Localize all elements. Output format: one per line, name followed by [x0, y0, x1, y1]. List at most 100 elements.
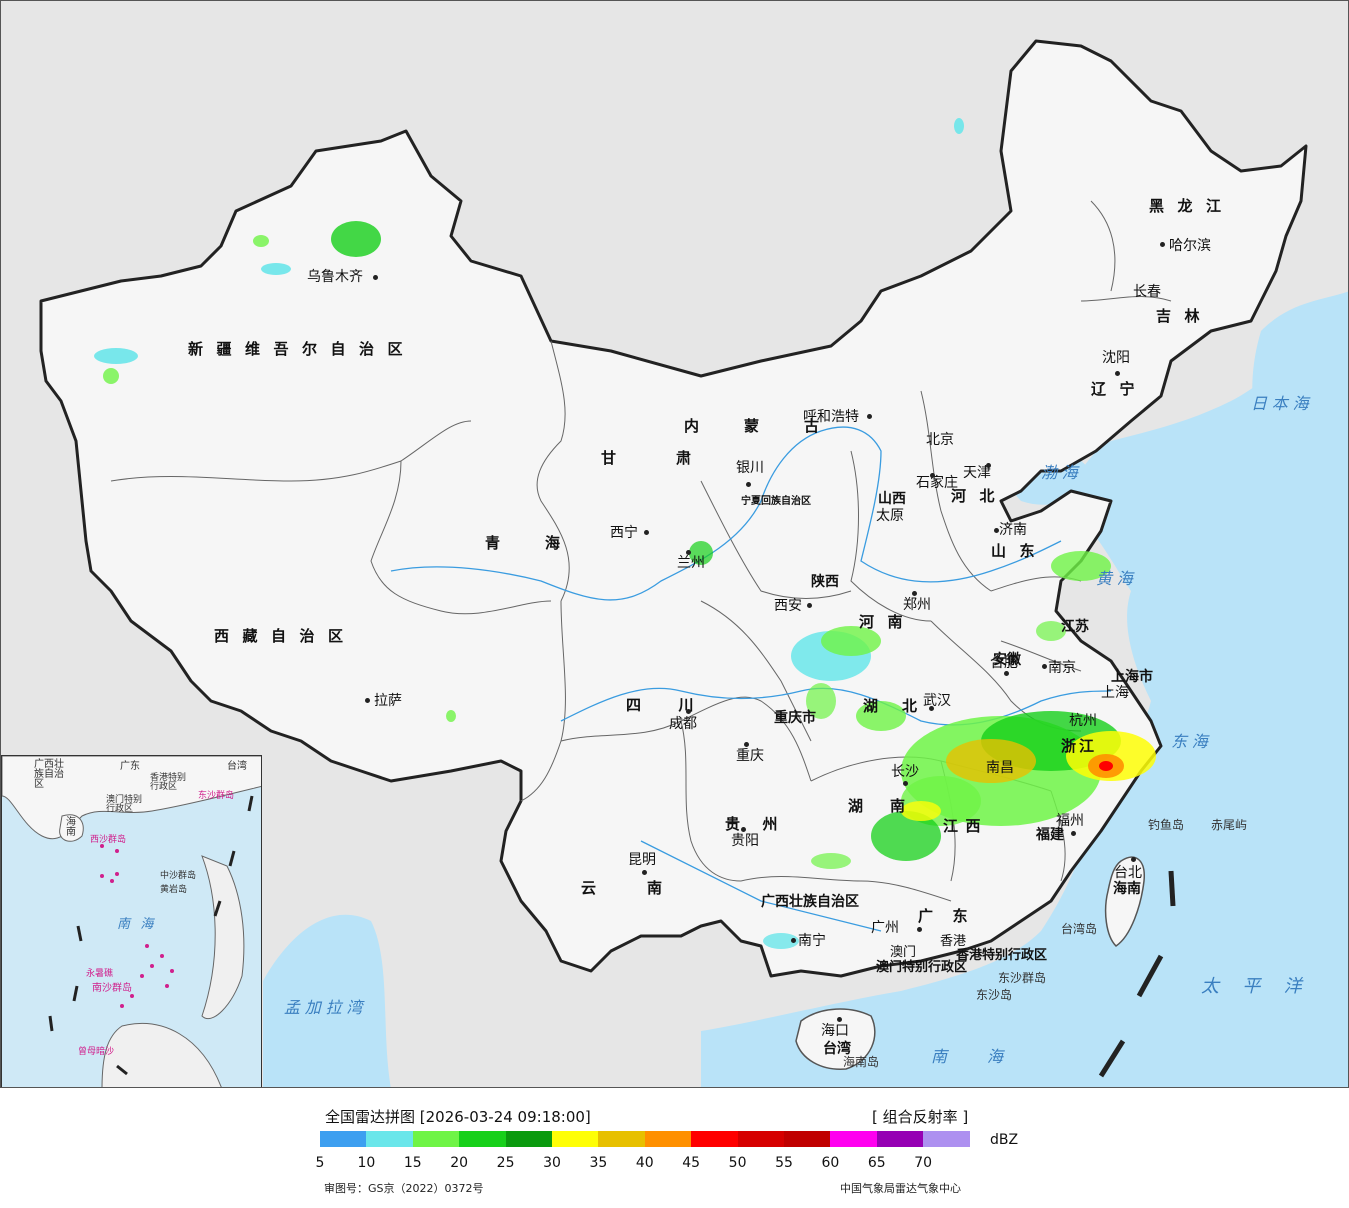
city-macau: 澳门	[890, 945, 917, 960]
province-gansu: 甘肃	[601, 449, 752, 467]
legend-tick: 50	[728, 1155, 747, 1171]
island-dongsha-group: 东沙群岛	[998, 971, 1047, 985]
city-dot	[1042, 664, 1047, 669]
sea-huanghai-label: 黄海	[1096, 569, 1138, 588]
province-shanxi: 山西	[878, 491, 906, 507]
city-hohhot: 呼和浩特	[803, 409, 859, 425]
city-dot	[912, 591, 917, 596]
inset-zhongsha: 中沙群岛	[160, 871, 197, 881]
province-hunan: 湖南	[848, 797, 933, 815]
taiwan-island	[1104, 856, 1145, 947]
city-yinchuan: 银川	[736, 460, 764, 476]
sea-japan	[1252, 291, 1348, 521]
legend-swatch	[320, 1131, 367, 1147]
legend-swatch	[691, 1131, 739, 1147]
island-taiwan: 台湾岛	[1061, 922, 1098, 936]
label-macau-sar: 澳门特别行政区	[876, 960, 968, 975]
island-chiwei: 赤尾屿	[1211, 818, 1248, 832]
legend-product: [ 组合反射率 ]	[872, 1108, 969, 1126]
inset-nine-dash	[48, 795, 254, 1076]
province-hainan: 台湾	[823, 1041, 851, 1057]
inset-nansha: 南沙群岛	[92, 983, 132, 994]
legend-unit: dBZ	[990, 1132, 1019, 1148]
city-xian: 西安	[774, 598, 802, 614]
province-guizhou: 贵州	[725, 815, 801, 833]
city-chengdu: 成都	[669, 716, 697, 732]
city-tianjin: 天津	[963, 465, 991, 481]
province-yunnan: 云南	[581, 879, 714, 897]
sea-nanhai-label: 南海	[931, 1047, 1044, 1066]
inset-xisha: 西沙群岛	[90, 835, 127, 845]
city-shijiazhuang: 石家庄	[916, 475, 958, 491]
legend-tick: 25	[496, 1155, 515, 1171]
city-wuhan: 武汉	[923, 693, 951, 709]
inset-philippines	[201, 855, 245, 1019]
inset-dongsha: 东沙群岛	[198, 791, 235, 801]
inset-nanhai: 南海	[117, 917, 164, 932]
city-dot	[807, 603, 812, 608]
province-guangdong: 广东	[918, 907, 988, 925]
city-urumqi: 乌鲁木齐	[307, 269, 363, 285]
province-zhejiang: 浙江	[1061, 737, 1098, 755]
city-guiyang: 贵阳	[731, 833, 759, 849]
sea-donghai-label: 东海	[1171, 732, 1213, 751]
legend-swatch	[923, 1131, 971, 1147]
inset-guangxi: 广西壮族自治区	[34, 759, 64, 790]
city-shanghai: 上海	[1101, 685, 1129, 701]
province-hebei: 河北	[951, 487, 1009, 505]
inset-zengmu: 曾母暗沙	[78, 1047, 115, 1057]
island-hainan: 海南岛	[843, 1055, 880, 1069]
city-dot	[373, 275, 378, 280]
legend-swatch	[598, 1131, 646, 1147]
inset-hainan	[59, 814, 84, 842]
legend-tick: 20	[450, 1155, 469, 1171]
city-dot	[1160, 242, 1165, 247]
inset-guangdong: 广东	[120, 761, 140, 772]
legend-tick: 5	[315, 1155, 325, 1171]
legend-panel: 全国雷达拼图 [2026-03-24 09:18:00] [ 组合反射率 ] d…	[0, 1088, 1349, 1208]
province-xizang: 西藏自治区	[214, 627, 357, 645]
label-hongkong-sar: 香港特别行政区	[956, 948, 1048, 963]
legend-swatch	[784, 1131, 831, 1147]
rivers	[390, 426, 1112, 932]
city-zhengzhou: 郑州	[903, 597, 931, 613]
city-haikou: 海口	[821, 1023, 849, 1039]
city-dot	[686, 550, 691, 555]
sea-mengjialawan-label: 孟加拉湾	[284, 998, 368, 1017]
legend-swatch	[830, 1131, 878, 1147]
province-jiangxi: 江西	[943, 817, 989, 835]
legend-swatch	[366, 1131, 414, 1147]
legend-tick: 10	[357, 1155, 376, 1171]
inset-taiwan: 台湾	[227, 761, 247, 772]
legend-swatch	[876, 1131, 924, 1147]
city-dot	[644, 530, 649, 535]
city-xining: 西宁	[610, 525, 638, 541]
city-lhasa: 拉萨	[374, 693, 402, 709]
province-fujian: 福建	[1036, 827, 1064, 843]
legend-tick: 60	[821, 1155, 840, 1171]
legend-tick: 45	[682, 1155, 701, 1171]
legend-tick: 35	[589, 1155, 608, 1171]
province-guangxi: 广西壮族自治区	[761, 894, 859, 910]
inset-hongkong: 香港特别行政区	[150, 773, 187, 792]
inset-canvas	[2, 756, 261, 1087]
city-nanchang: 南昌	[986, 760, 1014, 776]
province-heilongjiang: 黑龙江	[1149, 197, 1235, 215]
city-dot	[1004, 671, 1009, 676]
legend-swatch	[412, 1131, 460, 1147]
inset-borneo	[101, 1023, 222, 1087]
city-dot	[746, 482, 751, 487]
city-shenyang: 沈阳	[1102, 350, 1130, 366]
city-guangzhou: 广州	[871, 920, 899, 936]
inset-islands	[100, 844, 174, 1008]
island-diaoyu: 钓鱼岛	[1148, 818, 1185, 832]
legend-swatch	[644, 1131, 692, 1147]
legend-tick: 30	[543, 1155, 561, 1171]
city-dot	[1131, 857, 1136, 862]
province-ningxia: 宁夏回族自治区	[741, 496, 811, 507]
province-xinjiang: 新疆维吾尔自治区	[188, 340, 417, 358]
city-lanzhou: 兰州	[677, 555, 705, 571]
city-changchun: 长春	[1133, 284, 1161, 300]
province-taiwan: 海南	[1113, 881, 1141, 897]
legend-tick: 65	[867, 1155, 886, 1171]
